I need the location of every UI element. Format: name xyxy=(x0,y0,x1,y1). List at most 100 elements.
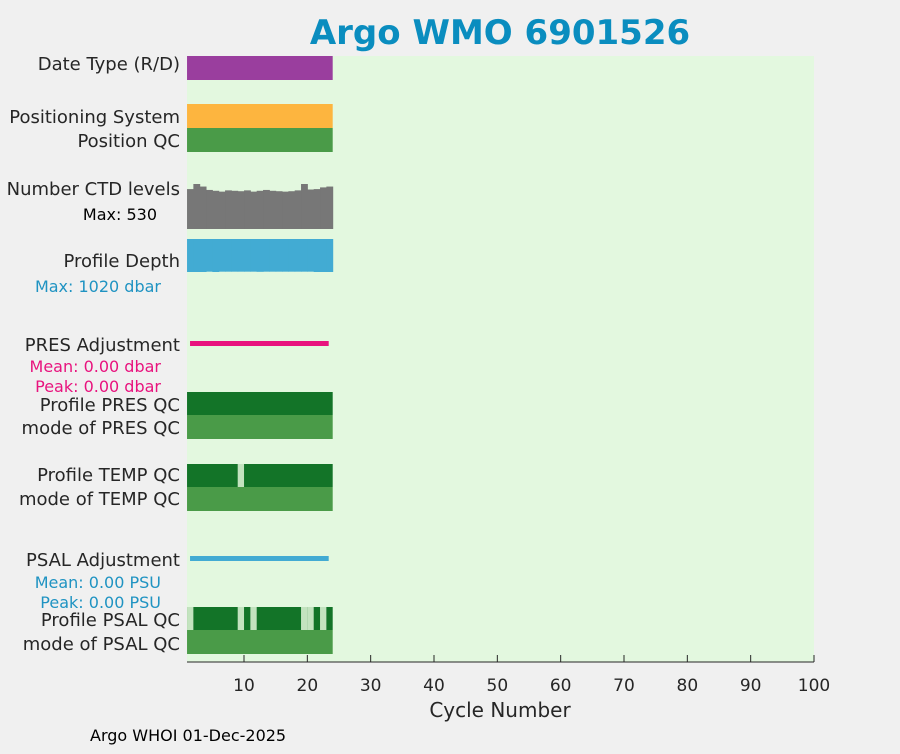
profile-depth-bar-cycle-10 xyxy=(244,239,251,272)
psal-qc-flag-cycle-1 xyxy=(187,607,194,630)
row-label-mode-pres-qc: mode of PRES QC xyxy=(22,418,180,439)
ctd-levels-bar-cycle-18 xyxy=(294,190,302,229)
row-label-position-qc: Position QC xyxy=(77,131,180,152)
chart-title: Argo WMO 6901526 xyxy=(310,13,690,53)
x-axis-title: Cycle Number xyxy=(429,698,571,722)
profile-depth-bar-cycle-7 xyxy=(225,239,232,272)
ctd-levels-bar-cycle-5 xyxy=(212,190,220,229)
psal-qc-flag-cycle-20 xyxy=(307,607,314,630)
row-label-pres-adjustment: PRES Adjustment xyxy=(25,335,180,356)
psal-adjustment-peak: Peak: 0.00 PSU xyxy=(40,593,161,612)
ctd-levels-bar-cycle-21 xyxy=(313,189,321,229)
footer-credit: Argo WHOI 01-Dec-2025 xyxy=(90,726,286,745)
profile-depth-bar-cycle-17 xyxy=(288,239,296,272)
profile-depth-bar-cycle-1 xyxy=(187,239,194,272)
profile-depth-bar-cycle-13 xyxy=(263,239,270,272)
psal-qc-flag-cycle-9 xyxy=(237,607,245,630)
profile-depth-bar-cycle-19 xyxy=(301,239,308,272)
row-label-profile-pres-qc: Profile PRES QC xyxy=(40,395,180,416)
psal-qc-flag-cycle-22 xyxy=(320,607,327,630)
ctd-levels-bar-cycle-2 xyxy=(193,184,201,229)
x-axis-ticks: 10 20 30 40 50 60 70 80 90 100 xyxy=(233,655,830,696)
date-type-bar xyxy=(187,56,333,80)
ctd-levels-bar-cycle-13 xyxy=(263,189,270,229)
row-label-ctd-levels: Number CTD levels xyxy=(7,179,180,200)
row-label-mode-psal-qc: mode of PSAL QC xyxy=(23,634,180,655)
x-tick-label-100: 100 xyxy=(798,676,830,696)
x-tick-label-30: 30 xyxy=(360,676,382,696)
ctd-levels-bar-cycle-12 xyxy=(256,190,264,229)
row-label-profile-temp-qc: Profile TEMP QC xyxy=(37,465,180,486)
profile-depth-bar-cycle-8 xyxy=(231,239,239,272)
psal-qc-flag-cycle-11 xyxy=(250,607,257,630)
ctd-levels-max: Max: 530 xyxy=(83,205,157,224)
ctd-levels-bar-cycle-7 xyxy=(225,190,232,229)
psal-adjustment-line xyxy=(190,556,329,561)
profile-psal-qc-bar xyxy=(187,607,333,630)
ctd-levels-bar-cycle-8 xyxy=(231,190,239,229)
row-label-profile-depth: Profile Depth xyxy=(63,251,180,272)
row-label-psal-adjustment: PSAL Adjustment xyxy=(26,550,180,571)
positioning-system-bar xyxy=(187,104,333,128)
ctd-levels-bar-cycle-16 xyxy=(282,191,289,229)
pres-adjustment-peak: Peak: 0.00 dbar xyxy=(35,377,161,396)
psal-adjustment-mean: Mean: 0.00 PSU xyxy=(35,573,161,592)
ctd-levels-bar-cycle-23 xyxy=(326,186,334,229)
x-tick-label-90: 90 xyxy=(740,676,762,696)
mode-pres-qc-bar xyxy=(187,415,333,439)
profile-depth-bar-cycle-14 xyxy=(269,239,277,272)
ctd-levels-bar-cycle-15 xyxy=(275,191,283,229)
x-tick-label-60: 60 xyxy=(550,676,572,696)
profile-depth-bar-cycle-20 xyxy=(307,239,315,272)
profile-depth-bar-cycle-5 xyxy=(212,239,220,272)
profile-depth-max: Max: 1020 dbar xyxy=(35,277,161,296)
profile-depth-bar-cycle-15 xyxy=(275,239,283,272)
profile-temp-qc-bar xyxy=(187,464,333,487)
mode-psal-qc-bar xyxy=(187,630,333,654)
position-qc-bar xyxy=(187,128,333,152)
profile-depth-bar-cycle-21 xyxy=(313,239,321,272)
ctd-levels-bar-cycle-10 xyxy=(244,190,251,229)
ctd-levels-bar-cycle-4 xyxy=(206,189,213,229)
profile-depth-bar-cycle-3 xyxy=(199,239,207,272)
ctd-levels-bar-cycle-14 xyxy=(269,190,277,229)
psal-qc-flag-cycle-19 xyxy=(301,607,308,630)
profile-depth-bar-cycle-16 xyxy=(282,239,289,272)
row-label-date-type: Date Type (R/D) xyxy=(38,54,180,75)
profile-depth-bar-cycle-2 xyxy=(193,239,201,272)
ctd-levels-bar-cycle-9 xyxy=(237,191,245,229)
ctd-levels-bar-cycle-19 xyxy=(301,184,308,229)
x-tick-label-20: 20 xyxy=(297,676,319,696)
pres-adjustment-line xyxy=(190,341,329,346)
row-label-mode-temp-qc: mode of TEMP QC xyxy=(19,489,180,510)
profile-depth-bar-cycle-22 xyxy=(320,239,327,272)
ctd-levels-bar-cycle-22 xyxy=(320,187,327,229)
row-label-profile-psal-qc: Profile PSAL QC xyxy=(41,610,180,631)
ctd-levels-bar-cycle-11 xyxy=(250,191,258,229)
profile-pres-qc-bar xyxy=(187,392,333,415)
ctd-levels-bar-cycle-3 xyxy=(199,186,207,229)
ctd-levels-bar-cycle-6 xyxy=(218,191,226,229)
x-tick-label-70: 70 xyxy=(613,676,635,696)
row-label-positioning-system: Positioning System xyxy=(9,107,180,128)
ctd-levels-bar-cycle-1 xyxy=(187,189,194,229)
x-tick-label-50: 50 xyxy=(487,676,509,696)
profile-depth-bar-cycle-6 xyxy=(218,239,226,272)
x-tick-label-80: 80 xyxy=(677,676,699,696)
x-tick-label-40: 40 xyxy=(423,676,445,696)
profile-depth-bar-cycle-11 xyxy=(250,239,258,272)
profile-depth-bar-cycle-18 xyxy=(294,239,302,272)
x-tick-label-10: 10 xyxy=(233,676,255,696)
profile-depth-bar-cycle-4 xyxy=(206,239,213,272)
ctd-levels-bar-cycle-20 xyxy=(307,189,315,229)
mode-temp-qc-bar xyxy=(187,487,333,511)
profile-depth-bar-cycle-23 xyxy=(326,239,334,272)
profile-depth-bar-cycle-12 xyxy=(256,239,264,272)
pres-adjustment-mean: Mean: 0.00 dbar xyxy=(30,357,162,376)
ctd-levels-bar-cycle-17 xyxy=(288,191,296,229)
profile-depth-bar-cycle-9 xyxy=(237,239,245,272)
chart-marks xyxy=(187,56,334,654)
temp-qc-flag-cycle-9 xyxy=(237,464,245,487)
